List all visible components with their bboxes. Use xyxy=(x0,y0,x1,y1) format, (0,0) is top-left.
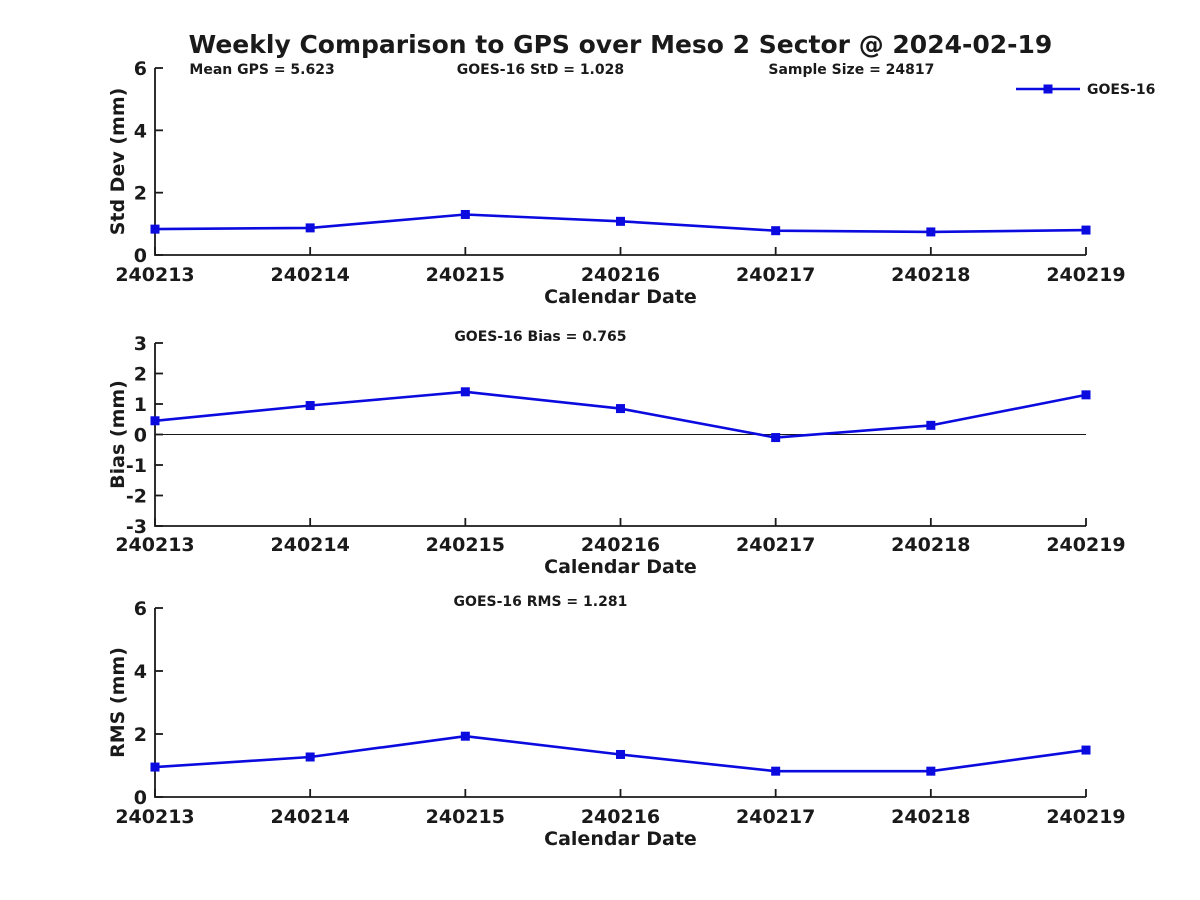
data-point-marker xyxy=(1081,225,1091,235)
data-point-marker xyxy=(1081,745,1091,755)
y-axis-label: Std Dev (mm) xyxy=(107,88,129,236)
x-tick-label: 240219 xyxy=(1046,264,1125,286)
x-tick-label: 240214 xyxy=(271,264,350,286)
y-axis-label: RMS (mm) xyxy=(107,647,129,758)
legend-label: GOES-16 xyxy=(1087,82,1155,98)
x-tick-label: 240215 xyxy=(426,264,505,286)
x-tick-label: 240215 xyxy=(426,534,505,556)
data-point-marker xyxy=(771,433,781,443)
data-point-marker xyxy=(616,404,625,414)
annotation-text: GOES-16 StD = 1.028 xyxy=(457,62,624,78)
y-axis-label: Bias (mm) xyxy=(107,380,129,489)
data-point-marker xyxy=(150,416,160,426)
x-tick-label: 240218 xyxy=(891,264,970,286)
data-point-marker xyxy=(460,387,470,397)
data-point-marker xyxy=(460,731,470,741)
data-point-marker xyxy=(771,766,781,776)
data-point-marker xyxy=(305,752,315,762)
x-axis-label: Calendar Date xyxy=(544,286,697,308)
x-tick-label: 240216 xyxy=(581,534,660,556)
annotation-text: Mean GPS = 5.623 xyxy=(189,62,334,78)
data-point-marker xyxy=(926,227,936,237)
annotation-text: Sample Size = 24817 xyxy=(768,62,934,78)
x-tick-label: 240215 xyxy=(426,806,505,828)
y-tick-label: 1 xyxy=(134,394,147,416)
y-tick-label: 2 xyxy=(134,183,147,205)
x-tick-label: 240213 xyxy=(115,806,194,828)
y-tick-label: 3 xyxy=(134,333,147,355)
y-tick-label: 2 xyxy=(134,364,147,386)
data-point-marker xyxy=(150,224,160,234)
x-axis-label: Calendar Date xyxy=(544,556,697,578)
y-tick-label: 4 xyxy=(134,120,147,142)
x-tick-label: 240219 xyxy=(1046,534,1125,556)
data-point-marker xyxy=(926,766,936,776)
annotation-text: GOES-16 RMS = 1.281 xyxy=(454,594,628,610)
y-tick-label: 0 xyxy=(134,425,147,447)
x-tick-label: 240213 xyxy=(115,534,194,556)
x-tick-label: 240216 xyxy=(581,264,660,286)
y-tick-label: 0 xyxy=(134,245,147,267)
x-tick-label: 240217 xyxy=(736,264,815,286)
y-tick-label: 6 xyxy=(134,58,147,80)
data-point-marker xyxy=(616,216,625,226)
annotation-text: GOES-16 Bias = 0.765 xyxy=(454,329,626,345)
data-point-marker xyxy=(305,223,315,233)
y-tick-label: 2 xyxy=(134,724,147,746)
y-tick-label: 6 xyxy=(134,598,147,620)
x-tick-label: 240217 xyxy=(736,534,815,556)
x-tick-label: 240217 xyxy=(736,806,815,828)
legend-marker xyxy=(1043,84,1053,94)
x-axis-label: Calendar Date xyxy=(544,828,697,850)
data-point-marker xyxy=(771,226,781,236)
data-point-marker xyxy=(305,401,315,411)
figure-title: Weekly Comparison to GPS over Meso 2 Sec… xyxy=(188,30,1053,59)
data-point-marker xyxy=(460,209,470,219)
x-tick-label: 240218 xyxy=(891,806,970,828)
x-tick-label: 240214 xyxy=(271,534,350,556)
x-tick-label: 240214 xyxy=(271,806,350,828)
data-point-marker xyxy=(150,762,160,772)
y-tick-label: -2 xyxy=(126,486,147,508)
y-tick-label: -3 xyxy=(126,516,147,538)
data-point-marker xyxy=(616,749,625,759)
series-line xyxy=(154,390,1087,439)
x-tick-label: 240219 xyxy=(1046,806,1125,828)
x-tick-label: 240213 xyxy=(115,264,194,286)
x-tick-label: 240218 xyxy=(891,534,970,556)
data-point-marker xyxy=(1081,390,1091,400)
y-tick-label: 0 xyxy=(134,787,147,809)
y-tick-label: -1 xyxy=(126,455,147,477)
y-tick-label: 4 xyxy=(134,661,147,683)
x-tick-label: 240216 xyxy=(581,806,660,828)
data-point-marker xyxy=(926,420,936,430)
